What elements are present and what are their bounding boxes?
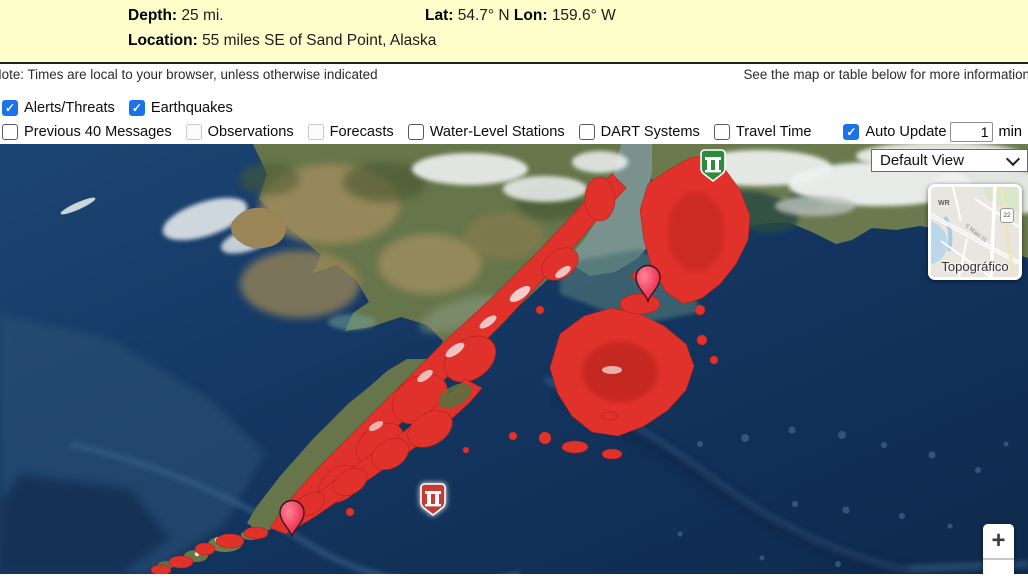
route-shield-22: 22: [1000, 208, 1014, 223]
lon-value: 159.6° W: [551, 7, 616, 24]
travel-time-label: Travel Time: [735, 124, 812, 140]
lon-label: Lon:: [513, 7, 548, 24]
zoom-in-button[interactable]: +: [983, 524, 1014, 558]
zoom-control-divider: [983, 558, 1014, 560]
depth-value: 25 mi.: [181, 7, 224, 24]
previous-messages-label: Previous 40 Messages: [24, 124, 172, 140]
auto-update-label: Auto Update: [865, 124, 947, 140]
filter-row-2: Previous 40 Messages Observations Foreca…: [2, 120, 1028, 144]
water-level-stations-label: Water-Level Stations: [429, 124, 565, 140]
red-strip-snow: [368, 265, 622, 432]
auto-update-checkbox[interactable]: ✓: [843, 124, 860, 140]
view-select-value: Default View: [880, 152, 964, 169]
sea-shelf-dark: [0, 474, 170, 574]
epicenter-pin-north[interactable]: [635, 264, 661, 304]
dart-systems-label: DART Systems: [600, 124, 700, 140]
zoom-control: + −: [983, 524, 1014, 574]
epicenter-pin-south[interactable]: [279, 499, 305, 539]
sea-ridge-light: [69, 440, 520, 574]
lat-value: 54.7° N: [457, 7, 510, 24]
filter-forecasts: Forecasts: [307, 124, 394, 140]
filter-earthquakes[interactable]: ✓ Earthquakes: [128, 100, 233, 116]
auto-update-unit: min: [998, 124, 1022, 140]
dart-systems-checkbox[interactable]: [578, 124, 595, 140]
event-info-panel: Depth: 25 mi. Lat: 54.7° N Lon: 159.6° W…: [0, 0, 1028, 64]
topo-thumbnail-art: [931, 187, 1019, 277]
note-bar: Note: Times are local to your browser, u…: [0, 64, 1028, 86]
layers-thumbnail: WR 22 S Main St Topográfico: [931, 187, 1019, 277]
observations-label: Observations: [207, 124, 294, 140]
seamounts: [677, 426, 1009, 567]
zoom-out-button[interactable]: −: [983, 560, 1014, 574]
latlon-field: Lat: 54.7° N Lon: 159.6° W: [425, 7, 616, 25]
chevron-down-icon: [1005, 151, 1021, 166]
station-marker-red[interactable]: [420, 483, 446, 517]
thumb-label-wr: WR: [938, 200, 950, 207]
lat-label: Lat:: [425, 7, 454, 24]
filter-auto-update[interactable]: ✓ Auto Update: [843, 124, 946, 140]
filter-observations: Observations: [185, 124, 294, 140]
island-nunivak: [231, 207, 287, 249]
previous-messages-checkbox[interactable]: [2, 124, 18, 140]
depth-field: Depth: 25 mi.: [128, 7, 224, 25]
filter-water-level-stations[interactable]: Water-Level Stations: [407, 124, 565, 140]
station-marker-green[interactable]: [700, 149, 726, 183]
pin-icon: [635, 264, 661, 304]
note-text: Note: Times are local to your browser, u…: [0, 67, 378, 82]
travel-time-checkbox[interactable]: [713, 124, 730, 140]
filter-travel-time[interactable]: Travel Time: [713, 124, 812, 140]
forecasts-label: Forecasts: [329, 124, 394, 140]
filter-dart-systems[interactable]: DART Systems: [578, 124, 700, 140]
map-filters: ✓ Alerts/Threats ✓ Earthquakes Previous …: [0, 86, 1028, 144]
location-label: Location:: [128, 32, 198, 49]
kenai-interior: [668, 192, 724, 272]
alerts-threats-checkbox[interactable]: ✓: [2, 100, 18, 116]
layer-name: Topográfico: [941, 259, 1009, 274]
land-texture: [240, 162, 1020, 333]
layers-control[interactable]: WR 22 S Main St Topográfico: [928, 184, 1022, 280]
filter-previous-messages[interactable]: Previous 40 Messages: [2, 124, 172, 140]
station-icon: [705, 157, 721, 173]
depth-label: Depth:: [128, 7, 178, 24]
auto-update-minutes-input[interactable]: [950, 122, 994, 142]
filter-alerts-threats[interactable]: ✓ Alerts/Threats: [2, 100, 115, 116]
alerts-threats-label: Alerts/Threats: [24, 100, 115, 116]
earthquakes-label: Earthquakes: [150, 100, 233, 116]
forecasts-checkbox: [307, 124, 324, 140]
map-canvas[interactable]: [0, 144, 1028, 574]
unimak-green: [438, 383, 472, 409]
observations-checkbox: [185, 124, 202, 140]
note-more-info: See the map or table below for more info…: [743, 67, 1028, 82]
earthquakes-checkbox[interactable]: ✓: [128, 100, 145, 116]
location-value: 55 miles SE of Sand Point, Alaska: [202, 32, 437, 49]
filter-row-1: ✓ Alerts/Threats ✓ Earthquakes: [2, 96, 1028, 120]
station-icon: [425, 491, 441, 507]
tsunami-alert-map[interactable]: Default View WR 22 S Main St Topográfico…: [0, 144, 1028, 574]
island-sliver: [60, 197, 96, 215]
view-select[interactable]: Default View: [871, 149, 1028, 172]
location-field: Location: 55 miles SE of Sand Point, Ala…: [128, 32, 436, 50]
pin-icon: [279, 499, 305, 539]
water-level-stations-checkbox[interactable]: [407, 124, 424, 140]
